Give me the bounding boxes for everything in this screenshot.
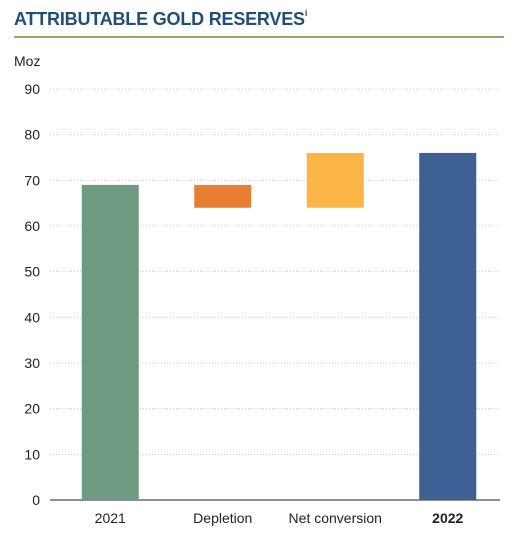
y-tick-label: 60	[24, 218, 40, 234]
category-label: 2021	[95, 510, 126, 526]
category-label: Depletion	[193, 510, 252, 526]
bar-2021	[81, 184, 139, 500]
bar-net-conversion	[306, 152, 364, 208]
y-tick-label: 90	[24, 81, 40, 97]
y-tick-label: 40	[24, 309, 40, 325]
y-tick-label: 70	[24, 172, 40, 188]
category-label: 2022	[432, 510, 463, 526]
y-tick-label: 30	[24, 355, 40, 371]
category-label: Net conversion	[289, 510, 382, 526]
chart-title: ATTRIBUTABLE GOLD RESERVESi	[14, 8, 308, 30]
y-tick-label: 20	[24, 401, 40, 417]
y-tick-label: 50	[24, 264, 40, 280]
bars	[81, 152, 477, 500]
footnote-marker: i	[304, 8, 308, 18]
category-labels: 2021 Depletion Net conversion 2022	[95, 510, 464, 526]
bar-depletion	[194, 184, 252, 208]
chart-title-text: ATTRIBUTABLE GOLD RESERVES	[14, 9, 305, 29]
y-axis-unit-label: Moz	[14, 53, 40, 69]
title-rule	[14, 36, 504, 38]
bar-2022	[419, 152, 477, 500]
y-tick-label: 80	[24, 127, 40, 143]
y-tick-label: 0	[32, 492, 40, 508]
y-tick-label: 10	[24, 446, 40, 462]
y-tick-labels: 0 10 20 30 40 50 60 70 80 90	[24, 81, 40, 508]
